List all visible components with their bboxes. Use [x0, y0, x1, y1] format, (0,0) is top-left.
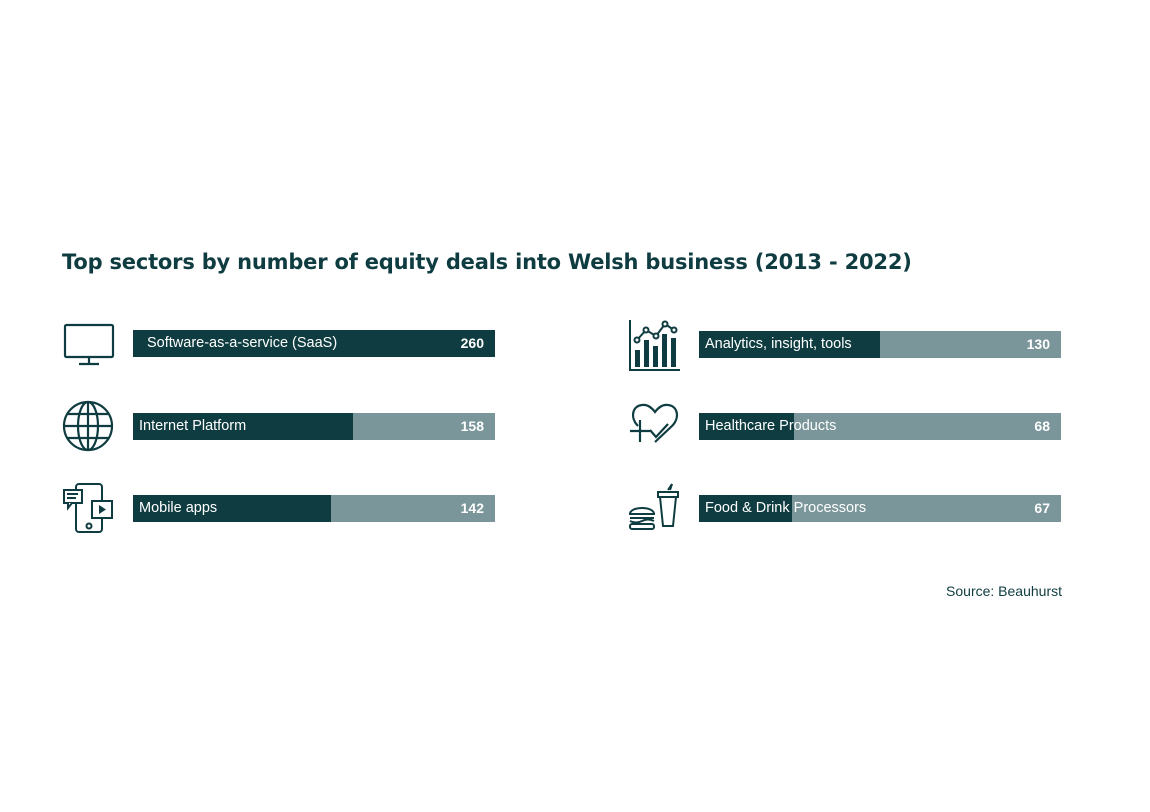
mobile-apps-icon — [62, 482, 118, 538]
heart-plus-icon — [628, 400, 684, 456]
bar-track: Mobile apps 142 — [133, 495, 495, 522]
bar-fill — [699, 413, 794, 440]
globe-icon — [62, 400, 118, 456]
bar-fill — [699, 331, 880, 358]
sector-item-analytics: Analytics, insight, tools 130 — [628, 318, 1128, 378]
bar-track: Analytics, insight, tools 130 — [699, 331, 1061, 358]
bar-track: Food & Drink Processors 67 — [699, 495, 1061, 522]
chart-title: Top sectors by number of equity deals in… — [62, 250, 912, 274]
bar-fill — [133, 330, 495, 357]
bar-track: Internet Platform 158 — [133, 413, 495, 440]
sector-item-healthcare: Healthcare Products 68 — [628, 400, 1128, 460]
bar-value: 68 — [1034, 418, 1050, 434]
bar-label: Food & Drink Processors — [705, 500, 867, 516]
bar-label: Analytics, insight, tools — [705, 336, 852, 352]
bar-label: Internet Platform — [139, 418, 247, 434]
sector-item-saas: Software-as-a-service (SaaS) 260 — [62, 317, 562, 377]
source-note: Source: Beauhurst — [946, 583, 1062, 599]
analytics-chart-icon — [628, 318, 684, 374]
bar-value: 67 — [1034, 500, 1050, 516]
bar-value: 142 — [460, 500, 484, 516]
bar-label: Healthcare Products — [705, 418, 837, 434]
bar-fill — [133, 413, 353, 440]
burger-drink-icon — [628, 482, 684, 538]
bar-fill — [133, 495, 331, 522]
bar-value: 158 — [460, 418, 484, 434]
bar-track: Software-as-a-service (SaaS) 260 — [133, 330, 495, 357]
bar-label: Software-as-a-service (SaaS) — [147, 335, 338, 351]
bar-label: Mobile apps — [139, 500, 218, 516]
bar-value: 260 — [460, 335, 484, 351]
sector-item-food-drink: Food & Drink Processors 67 — [628, 482, 1128, 542]
bar-value: 130 — [1026, 336, 1050, 352]
sector-item-mobile-apps: Mobile apps 142 — [62, 482, 562, 542]
bar-fill — [699, 495, 793, 522]
monitor-icon — [62, 317, 118, 373]
sector-item-internet-platform: Internet Platform 158 — [62, 400, 562, 460]
bar-track: Healthcare Products 68 — [699, 413, 1061, 440]
